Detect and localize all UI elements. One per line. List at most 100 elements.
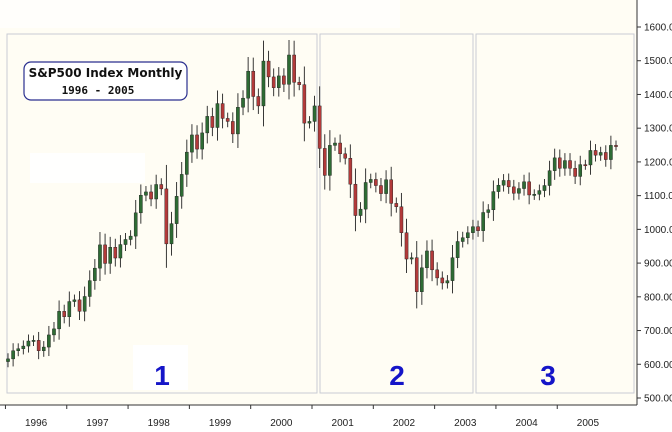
candle-up bbox=[609, 145, 613, 160]
candle-down bbox=[593, 150, 598, 156]
candle-up bbox=[31, 340, 36, 342]
candle-up bbox=[261, 60, 266, 107]
candle-up bbox=[384, 179, 388, 194]
candle-up bbox=[118, 244, 123, 259]
candle-down bbox=[164, 188, 169, 245]
candle-up bbox=[6, 358, 10, 362]
candle-down bbox=[77, 299, 82, 312]
candle-up bbox=[287, 54, 291, 85]
candle-down bbox=[603, 152, 608, 160]
candle-down bbox=[614, 145, 618, 147]
candle-up bbox=[47, 334, 51, 348]
candle-down bbox=[256, 96, 261, 107]
candle-down bbox=[317, 105, 322, 149]
candle-up bbox=[108, 247, 112, 264]
candle-up bbox=[246, 70, 250, 99]
candle-down bbox=[282, 75, 286, 85]
candle-up bbox=[307, 121, 312, 124]
y-tick-label: 1200.00 bbox=[644, 157, 672, 168]
candle-up bbox=[26, 340, 31, 347]
candle-down bbox=[251, 70, 256, 97]
candle-up bbox=[481, 212, 485, 231]
candle-up bbox=[491, 191, 496, 211]
candle-down bbox=[435, 269, 439, 279]
candle-up bbox=[200, 132, 204, 150]
candle-up bbox=[547, 170, 552, 186]
candle-up bbox=[409, 257, 414, 260]
phase-label-3: 3 bbox=[540, 360, 556, 391]
candle-up bbox=[185, 151, 189, 175]
candle-up bbox=[52, 328, 56, 336]
candle-up bbox=[72, 299, 77, 302]
candle-up bbox=[139, 195, 143, 214]
phase-panel-1 bbox=[6, 33, 318, 394]
candle-down bbox=[297, 82, 302, 85]
candle-down bbox=[231, 121, 235, 135]
candle-down bbox=[113, 247, 118, 259]
candle-up bbox=[21, 345, 26, 349]
y-tick-label: 700.00 bbox=[644, 326, 672, 337]
y-tick-label: 1300.00 bbox=[644, 124, 672, 135]
candle-down bbox=[103, 244, 107, 264]
candle-up bbox=[133, 212, 138, 237]
candle-up bbox=[11, 350, 15, 360]
phase-panel-2 bbox=[319, 33, 474, 394]
candle-down bbox=[573, 168, 577, 177]
candle-up bbox=[588, 150, 593, 166]
candle-down bbox=[62, 311, 66, 317]
candle-down bbox=[374, 179, 378, 186]
y-tick-label: 1600.00 bbox=[644, 23, 672, 34]
candle-up bbox=[425, 250, 429, 269]
candle-up bbox=[277, 75, 281, 88]
candle-down bbox=[389, 179, 393, 204]
x-axis-ticks: 1996 1997 1998 1999 2000 2001 2002 2003 2004 2005 bbox=[4, 405, 599, 429]
x-tick-label: 2000 bbox=[270, 418, 293, 429]
candle-down bbox=[394, 203, 399, 207]
candle-up bbox=[236, 107, 240, 135]
candle-down bbox=[149, 191, 153, 200]
candle-up bbox=[241, 97, 245, 108]
y-tick-label: 800.00 bbox=[644, 292, 672, 303]
candle-down bbox=[36, 340, 41, 351]
candle-up bbox=[420, 267, 424, 292]
candle-down bbox=[210, 116, 215, 128]
x-tick-label: 2003 bbox=[454, 418, 477, 429]
candle-up bbox=[174, 196, 179, 224]
candle-down bbox=[414, 257, 419, 292]
candle-down bbox=[225, 118, 230, 122]
phase-label-1-backdrop bbox=[133, 345, 188, 390]
chart-subtitle: 1996 - 2005 bbox=[62, 84, 135, 97]
candle-up bbox=[552, 157, 557, 171]
candle-up bbox=[205, 116, 210, 134]
candle-down bbox=[159, 184, 164, 190]
x-tick-label: 2002 bbox=[393, 418, 416, 429]
candle-down bbox=[379, 185, 383, 194]
candle-up bbox=[41, 346, 46, 351]
chart-title: S&P500 Index Monthly bbox=[29, 66, 183, 80]
candle-up bbox=[328, 145, 332, 176]
x-tick-label: 1997 bbox=[86, 418, 109, 429]
plot-top-band bbox=[0, 0, 400, 28]
candle-down bbox=[430, 250, 434, 271]
candle-down bbox=[506, 180, 511, 188]
candle-up bbox=[179, 174, 184, 197]
candle-up bbox=[496, 184, 501, 192]
y-tick-label: 1100.00 bbox=[644, 191, 672, 202]
candle-up bbox=[517, 188, 521, 194]
candle-up bbox=[154, 184, 158, 200]
x-tick-label: 2001 bbox=[332, 418, 355, 429]
candle-down bbox=[348, 157, 353, 185]
candle-down bbox=[440, 277, 445, 284]
candle-up bbox=[450, 257, 455, 281]
candle-down bbox=[271, 76, 276, 88]
y-tick-label: 600.00 bbox=[644, 360, 672, 371]
y-tick-label: 900.00 bbox=[644, 259, 672, 270]
candle-up bbox=[466, 232, 470, 238]
candle-up bbox=[537, 190, 542, 195]
candle-up bbox=[16, 348, 21, 351]
candle-down bbox=[266, 60, 271, 78]
candle-up bbox=[368, 179, 373, 183]
candle-up bbox=[87, 280, 92, 297]
candle-up bbox=[578, 164, 583, 177]
candle-down bbox=[220, 103, 225, 119]
